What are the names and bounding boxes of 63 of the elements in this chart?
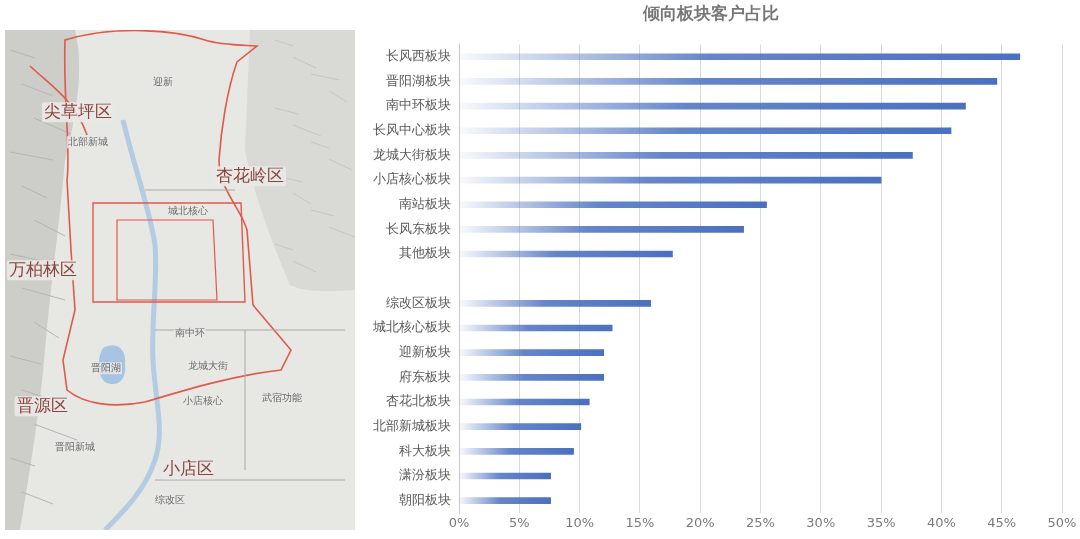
text: 南中环	[174, 327, 206, 339]
bar	[459, 226, 744, 233]
text: 迎新	[152, 76, 174, 88]
y-tick-label: 迎新板块	[399, 343, 451, 359]
bar	[459, 78, 998, 85]
bar	[459, 448, 574, 455]
x-tick-label: 15%	[625, 515, 655, 531]
x-tick-label: 40%	[926, 515, 956, 531]
y-tick-label: 南中环板块	[386, 97, 451, 113]
bar	[459, 152, 913, 159]
text: 城北核心	[167, 205, 209, 217]
y-tick-label: 府东板块	[399, 368, 451, 384]
text: 尖草坪区	[42, 101, 114, 122]
bar	[459, 324, 613, 332]
y-tick-label: 城北核心板块	[372, 319, 451, 335]
bar	[459, 127, 952, 135]
x-tick-label: 35%	[866, 515, 896, 531]
bar	[459, 398, 590, 406]
text: 小店区	[160, 458, 216, 479]
text: 综改区	[154, 494, 186, 506]
y-tick-label: 南站板块	[399, 195, 451, 211]
text: 北部新城	[67, 136, 109, 148]
x-tick-label: 30%	[806, 515, 836, 531]
y-tick-label: 长风西板块	[386, 47, 451, 63]
bar	[459, 423, 582, 431]
chart-title: 倾向板块客户占比	[642, 2, 779, 23]
bar	[459, 53, 1021, 61]
y-tick-label: 晋阳湖板块	[386, 72, 451, 88]
bar	[459, 349, 605, 357]
text: 晋阳湖	[90, 362, 122, 374]
bar	[459, 201, 767, 209]
text: 武宿功能	[261, 392, 303, 404]
y-tick-label: 小店核心板块	[373, 171, 451, 187]
y-tick-label: 龙城大街板块	[373, 146, 451, 162]
x-tick-label: 5%	[508, 515, 530, 531]
y-tick-label: 综改区板块	[386, 294, 451, 310]
text: 晋阳新城	[54, 441, 96, 453]
text: 龙城大街	[187, 360, 229, 372]
bar	[459, 250, 673, 258]
bar	[459, 374, 605, 381]
text: 晋源区	[14, 395, 70, 416]
bar	[459, 472, 551, 480]
y-tick-label: 科大板块	[399, 442, 451, 458]
y-tick-label: 长风中心板块	[373, 121, 451, 137]
y-tick-label: 杏花北板块	[386, 393, 451, 409]
y-tick-label: 潇汾板块	[399, 467, 451, 483]
text: 万柏林区	[7, 259, 79, 280]
x-tick-label: 45%	[987, 515, 1017, 531]
bar	[459, 300, 652, 307]
text: 杏花岭区	[214, 165, 286, 186]
y-tick-label: 长风东板块	[386, 220, 451, 236]
y-tick-label: 其他板块	[399, 245, 451, 261]
y-tick-label: 北部新城板块	[373, 417, 451, 433]
x-tick-label: 10%	[565, 515, 595, 531]
bar	[459, 102, 966, 110]
x-tick-label: 25%	[746, 515, 775, 531]
bar	[459, 176, 882, 184]
x-tick-label: 50%	[1047, 515, 1077, 531]
bar	[459, 497, 551, 504]
text: 小店核心	[182, 395, 224, 407]
y-tick-label: 朝阳板块	[399, 491, 451, 507]
x-tick-label: 20%	[685, 515, 715, 531]
x-tick-label: 0%	[448, 515, 470, 531]
